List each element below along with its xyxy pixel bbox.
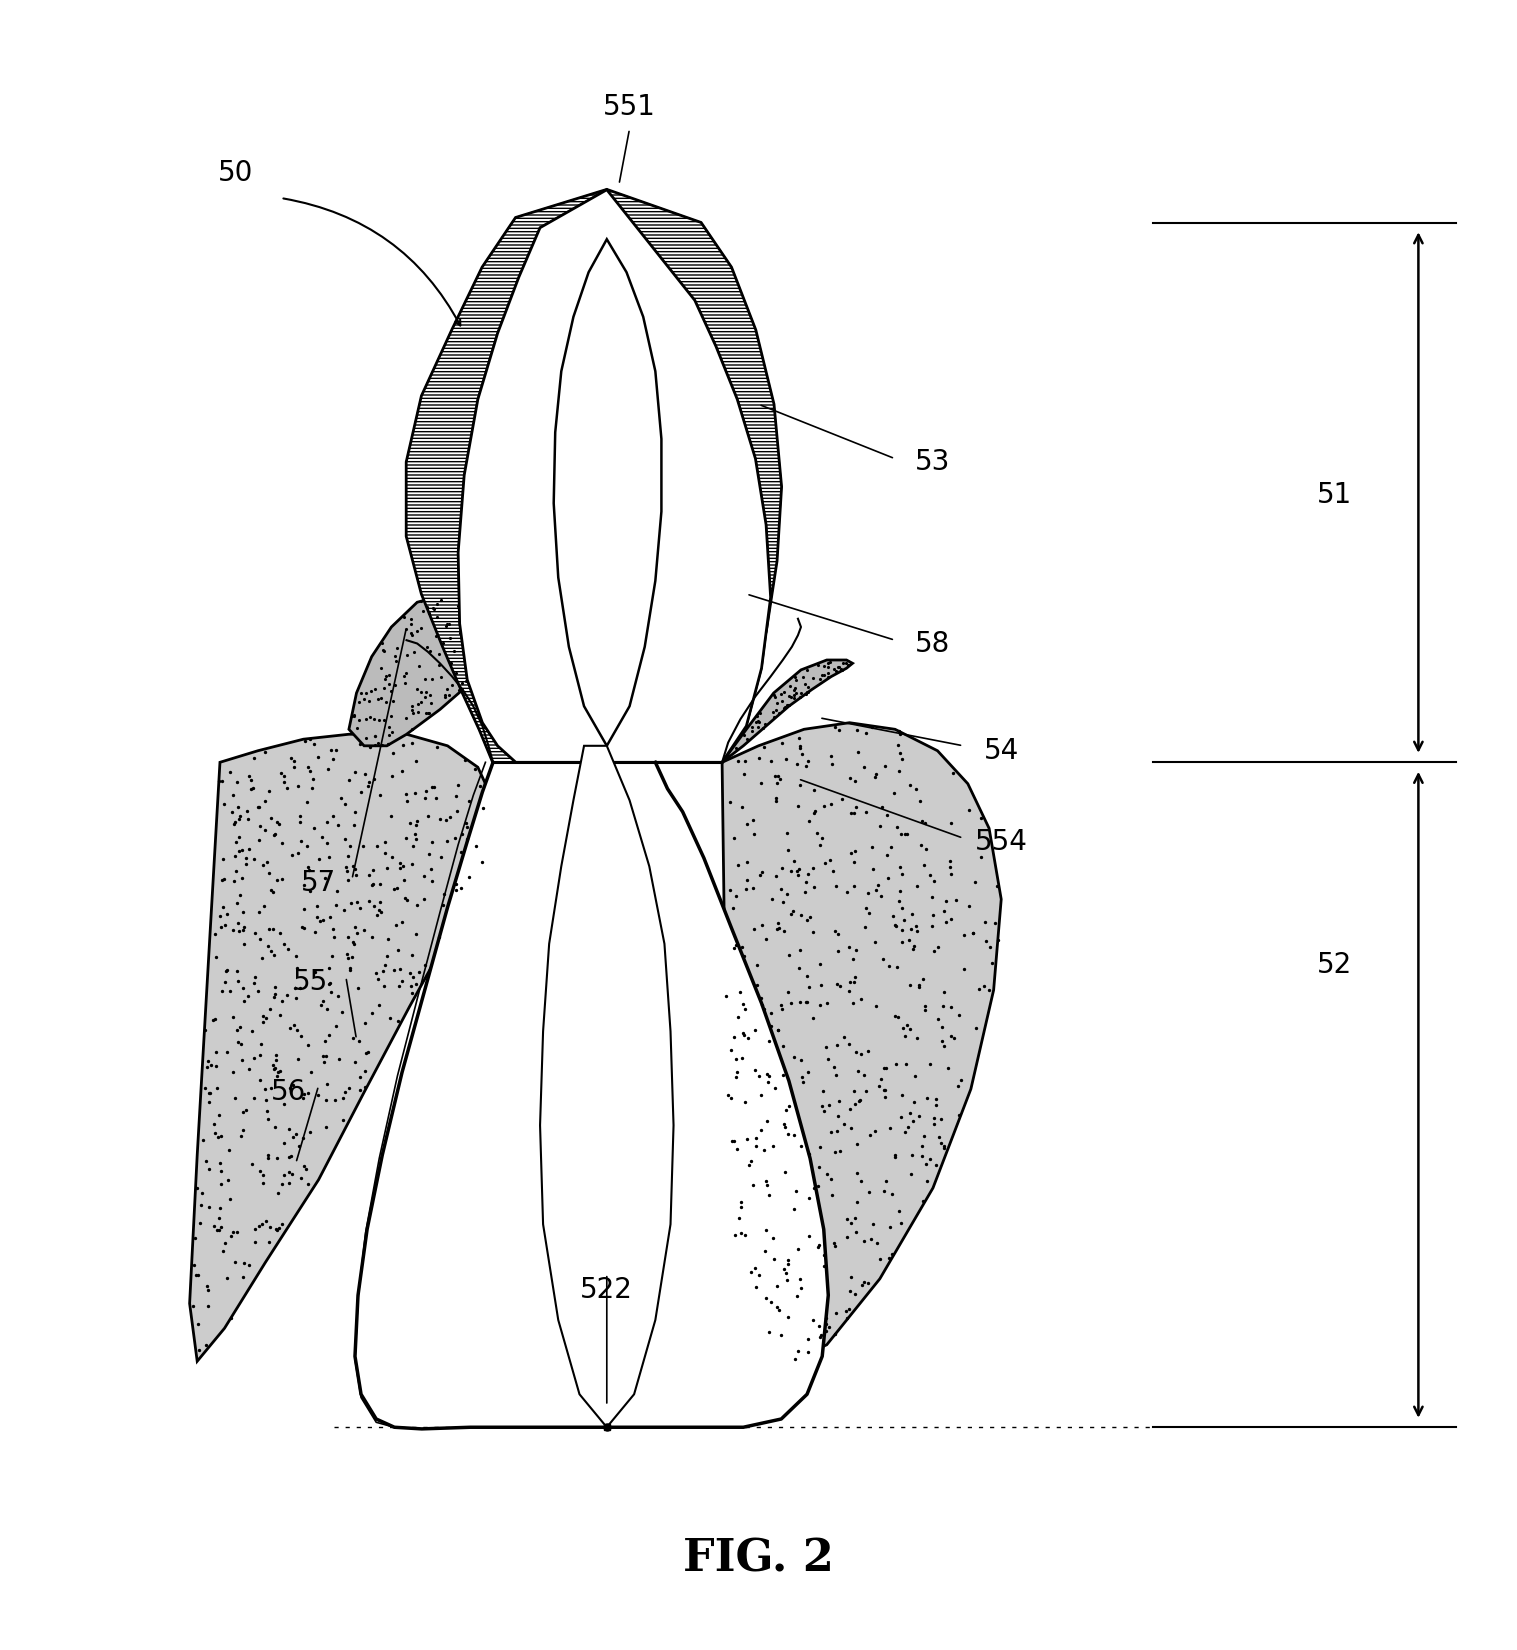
Polygon shape bbox=[540, 746, 674, 1427]
Polygon shape bbox=[458, 190, 771, 762]
Text: 58: 58 bbox=[915, 630, 951, 657]
Polygon shape bbox=[722, 723, 1001, 1370]
Text: 55: 55 bbox=[293, 969, 329, 995]
Polygon shape bbox=[190, 734, 493, 1361]
Text: 51: 51 bbox=[1317, 482, 1353, 508]
Text: 54: 54 bbox=[983, 738, 1019, 764]
Polygon shape bbox=[722, 660, 853, 762]
Text: 551: 551 bbox=[604, 94, 655, 120]
Polygon shape bbox=[607, 190, 781, 762]
Text: 52: 52 bbox=[1317, 952, 1353, 978]
Polygon shape bbox=[407, 190, 607, 762]
Polygon shape bbox=[407, 190, 781, 762]
Polygon shape bbox=[349, 594, 493, 746]
Text: 56: 56 bbox=[270, 1079, 306, 1106]
Text: 53: 53 bbox=[915, 449, 951, 475]
Polygon shape bbox=[554, 239, 661, 746]
Text: FIG. 2: FIG. 2 bbox=[683, 1538, 834, 1581]
Polygon shape bbox=[355, 762, 828, 1429]
Text: 50: 50 bbox=[217, 160, 253, 186]
Text: 57: 57 bbox=[300, 870, 337, 896]
Text: 522: 522 bbox=[581, 1277, 633, 1304]
Text: 554: 554 bbox=[975, 828, 1027, 855]
